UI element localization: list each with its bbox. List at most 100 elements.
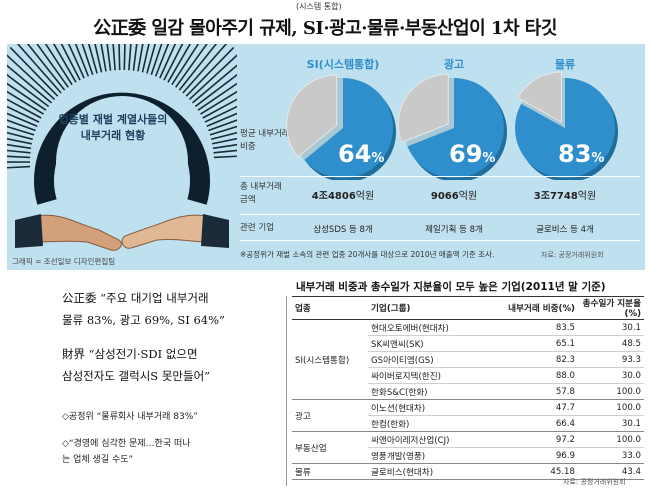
company-cell: 싸이버로지텍(한진) bbox=[368, 367, 494, 384]
bullet-business-line1: ◇“경영에 심각한 문제…한국 떠나 bbox=[62, 439, 191, 449]
company-cell: 한화S&C(한화) bbox=[368, 383, 494, 400]
table-row: 영풍개발(영풍) 96.9 33.0 bbox=[292, 447, 644, 464]
vertical-divider bbox=[286, 296, 287, 486]
company-cell: 현대오토에버(현대차) bbox=[368, 319, 494, 336]
pct-unit-logistics: % bbox=[591, 151, 605, 166]
ratio-cell: 83.5 bbox=[494, 319, 578, 336]
ratio-cell: 88.0 bbox=[494, 367, 578, 384]
table-row: SK씨앤씨(SK) 65.1 48.5 bbox=[292, 335, 644, 352]
table-row: SI(시스템통합) 현대오토에버(현대차) 83.5 30.1 bbox=[292, 319, 644, 400]
headline-superscript: (시스템 통합) bbox=[296, 2, 342, 11]
quote-business-line1: 財界 “삼성전기·SDI 없으면 bbox=[62, 347, 198, 361]
company-cell: 영풍개발(영풍) bbox=[368, 447, 494, 464]
pie-ad bbox=[397, 73, 507, 180]
infographic-source: 자료: 공정거래위원회 bbox=[541, 251, 604, 259]
pie-logistics bbox=[515, 71, 618, 180]
stake-cell: 43.4 bbox=[578, 463, 644, 480]
stake-cell: 33.0 bbox=[578, 447, 644, 464]
table-row: 광고 이노션(현대차) 47.7 100.0 bbox=[292, 399, 644, 432]
amount-si: 4조4806억원 bbox=[288, 187, 398, 202]
industry-cell: SI(시스템통합) bbox=[292, 319, 368, 400]
bullet-ftc: ◇공정위 “물류회사 내부거래 83%” bbox=[62, 412, 198, 422]
company-cell: 글로비스(현대차) bbox=[368, 463, 494, 480]
table-row: 한화S&C(한화) 57.8 100.0 bbox=[292, 383, 644, 400]
bullet-business: ◇“경영에 심각한 문제…한국 떠나 는 업체 생길 수도” bbox=[62, 436, 191, 468]
sunburst-icon bbox=[7, 44, 237, 169]
row-label-total-line1: 총 내부거래 bbox=[240, 182, 282, 192]
row-label-related: 관련 기업 bbox=[240, 223, 274, 233]
pct-value-si: 64 bbox=[338, 140, 372, 168]
survey-note: ※공정위가 재벌 소속의 관련 업종 20개사를 대상으로 2010년 매출액 … bbox=[240, 250, 495, 259]
pie-si bbox=[286, 74, 396, 180]
industry-cell: 광고 bbox=[292, 399, 368, 432]
table-row: 싸이버로지텍(한진) 88.0 30.0 bbox=[292, 367, 644, 384]
table-header-row: 업종 기업(그룹) 내부거래 비중(%) 총수일가 지분율(%) bbox=[292, 296, 644, 320]
ratio-cell: 66.4 bbox=[494, 415, 578, 432]
ratio-pies bbox=[286, 71, 618, 180]
stake-cell: 100.0 bbox=[578, 431, 644, 448]
pct-label-ad: 69% bbox=[449, 140, 495, 168]
ratio-cell: 65.1 bbox=[494, 335, 578, 352]
related-logistics: 글로비스 등 4개 bbox=[536, 225, 594, 235]
row-label-total: 총 내부거래 금액 bbox=[240, 181, 282, 207]
circle-label-line1: 업종별 재벌 계열사들의 bbox=[58, 113, 168, 126]
column-header-logistics: 물류 bbox=[554, 58, 576, 71]
stake-cell: 30.1 bbox=[578, 415, 644, 432]
pct-label-si: 64% bbox=[338, 140, 384, 168]
amount-ad: 9066억원 bbox=[399, 187, 509, 202]
amount-num-si: 4조4806 bbox=[311, 191, 356, 202]
divider-2 bbox=[240, 214, 640, 215]
industry-cell: 부동산업 bbox=[292, 431, 368, 464]
header-company: 기업(그룹) bbox=[368, 296, 494, 320]
divider-1 bbox=[240, 176, 640, 177]
table-source: 자료: 공정거래위원회 bbox=[563, 478, 626, 486]
related-ad: 제일기획 등 8개 bbox=[425, 225, 483, 235]
stake-cell: 93.3 bbox=[578, 351, 644, 368]
quote-business: 財界 “삼성전기·SDI 없으면 삼성전자도 갤럭시S 못만들어” bbox=[62, 343, 210, 387]
pct-label-logistics: 83% bbox=[558, 140, 604, 168]
quote-business-line2: 삼성전자도 갤럭시S 못만들어” bbox=[62, 369, 211, 383]
table-row: 부동산업 씨앤아이레저산업(CJ) 97.2 100.0 bbox=[292, 431, 644, 464]
stake-cell: 100.0 bbox=[578, 399, 644, 416]
pct-unit-ad: % bbox=[482, 151, 496, 166]
amount-num-logistics: 3조7748 bbox=[533, 191, 578, 202]
ratio-cell: 96.9 bbox=[494, 447, 578, 464]
stake-cell: 48.5 bbox=[578, 335, 644, 352]
amount-unit-logistics: 억원 bbox=[577, 191, 597, 202]
company-cell: SK씨앤씨(SK) bbox=[368, 335, 494, 352]
stake-cell: 30.0 bbox=[578, 367, 644, 384]
row-label-avg-ratio-line2: 비중 bbox=[240, 142, 256, 152]
bullet-business-line2: 는 업체 생길 수도” bbox=[62, 455, 134, 465]
amount-unit-si: 억원 bbox=[355, 191, 375, 202]
handshake-illustration bbox=[7, 44, 237, 251]
ratio-cell: 82.3 bbox=[494, 351, 578, 368]
company-cell: 이노션(현대차) bbox=[368, 399, 494, 416]
ratio-cell: 47.7 bbox=[494, 399, 578, 416]
company-cell: GS아이티엠(GS) bbox=[368, 351, 494, 368]
pct-value-logistics: 83 bbox=[558, 140, 592, 168]
ratio-cell: 97.2 bbox=[494, 431, 578, 448]
related-si: 삼성SDS 등 8개 bbox=[313, 225, 373, 235]
table-title: 내부거래 비중과 총수일가 지분율이 모두 높은 기업(2011년 말 기준) bbox=[296, 281, 606, 293]
stake-cell: 100.0 bbox=[578, 383, 644, 400]
header-ratio: 내부거래 비중(%) bbox=[494, 296, 578, 320]
header-industry: 업종 bbox=[292, 296, 368, 320]
pct-value-ad: 69 bbox=[449, 140, 483, 168]
company-cell: 씨앤아이레저산업(CJ) bbox=[368, 431, 494, 448]
stake-cell: 30.1 bbox=[578, 319, 644, 336]
company-cell: 한컴(한화) bbox=[368, 415, 494, 432]
headline-title: 公正委 일감 몰아주기 규제, SI·광고·물류·부동산업이 1차 타깃 bbox=[93, 18, 557, 39]
table-row: 물류 글로비스(현대차) 45.18 43.4 bbox=[292, 463, 644, 480]
ratio-cell: 57.8 bbox=[494, 383, 578, 400]
pct-unit-si: % bbox=[371, 151, 385, 166]
row-label-total-line2: 금액 bbox=[240, 195, 256, 205]
table-row: GS아이티엠(GS) 82.3 93.3 bbox=[292, 351, 644, 368]
amount-logistics: 3조7748억원 bbox=[510, 187, 620, 202]
quote-ftc-line2: 물류 83%, 광고 69%, SI 64%” bbox=[62, 313, 225, 327]
row-label-avg-ratio: 평균 내부거래 비중 bbox=[240, 128, 290, 154]
infographic-circle-label: 업종별 재벌 계열사들의 내부거래 현황 bbox=[55, 112, 171, 144]
divider-3 bbox=[240, 240, 640, 241]
quote-ftc-line1: 公正委 “주요 대기업 내부거래 bbox=[62, 291, 209, 305]
row-label-avg-ratio-line1: 평균 내부거래 bbox=[240, 129, 290, 139]
amount-num-ad: 9066 bbox=[430, 191, 459, 202]
